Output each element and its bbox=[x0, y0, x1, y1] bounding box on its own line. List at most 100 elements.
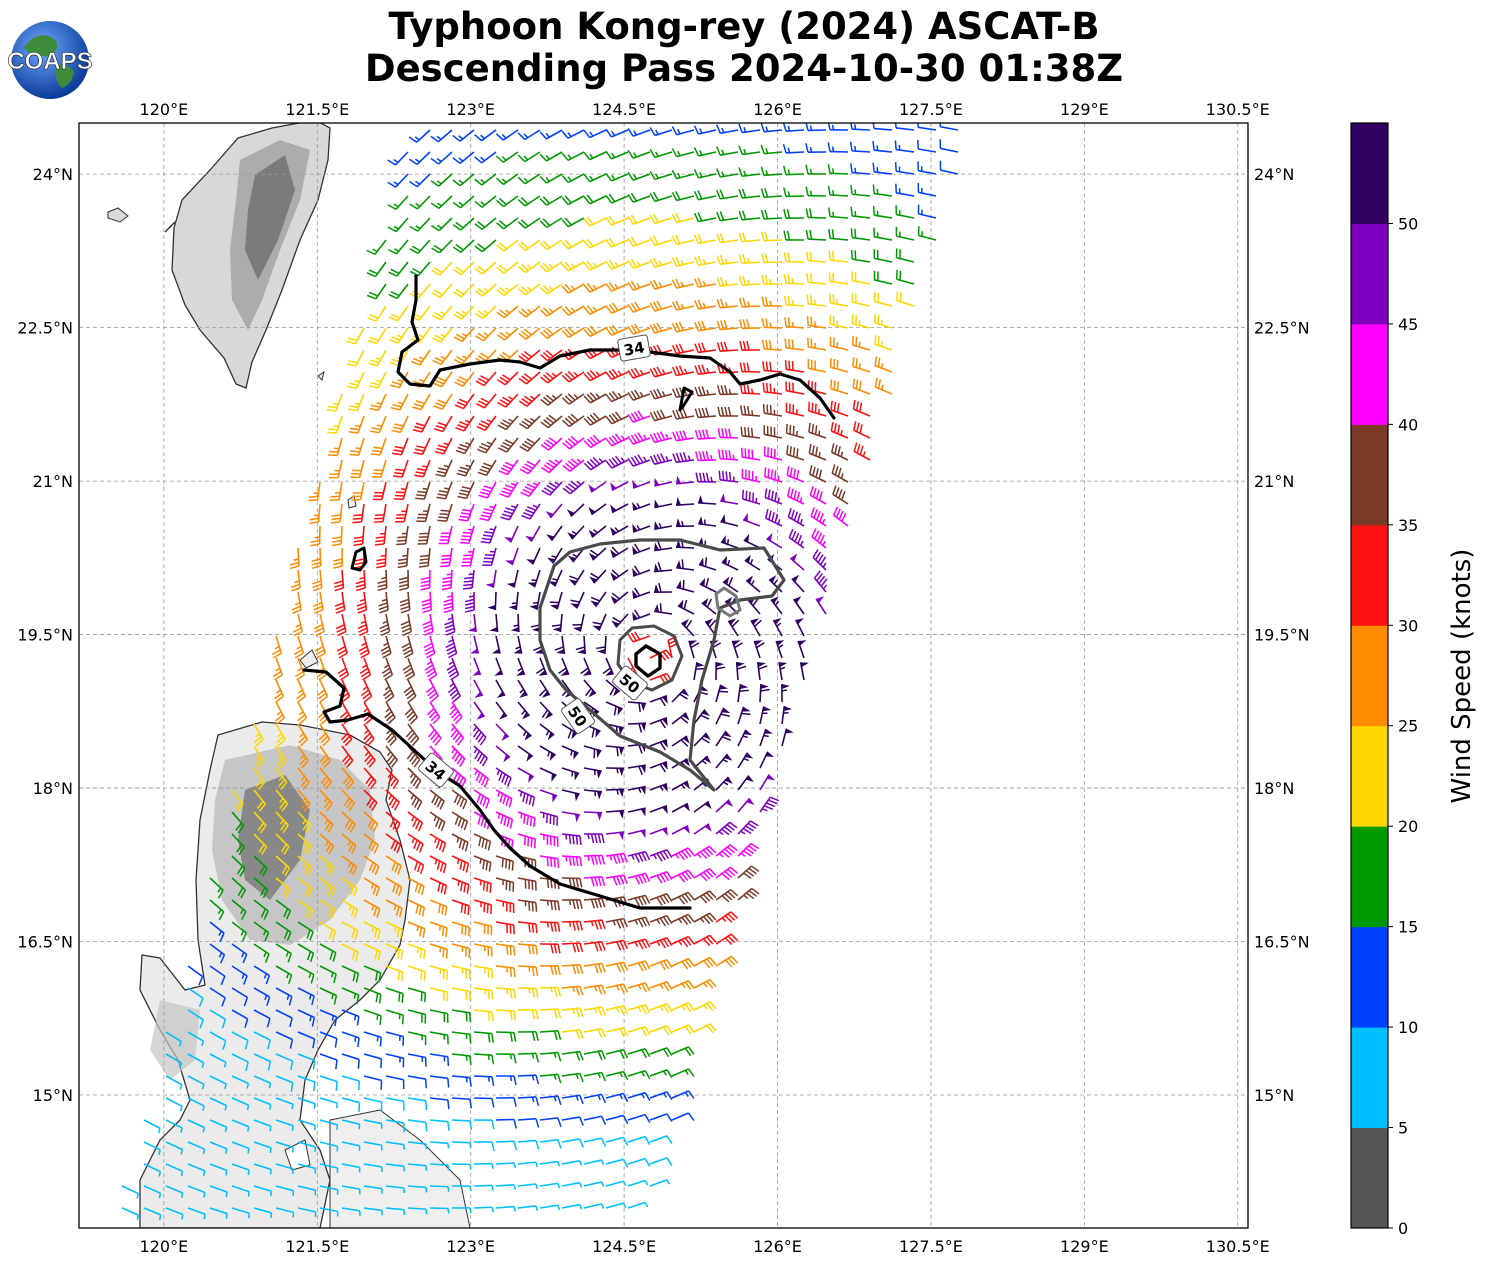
wind-barb bbox=[341, 965, 360, 983]
wind-barb bbox=[561, 1160, 583, 1166]
wind-barb bbox=[770, 596, 783, 615]
wind-barb bbox=[671, 712, 690, 725]
wind-barb bbox=[805, 186, 827, 197]
wind-barb bbox=[717, 449, 739, 461]
wind-barb bbox=[649, 366, 673, 378]
wind-barb bbox=[654, 562, 673, 573]
wind-barb bbox=[738, 275, 761, 286]
wind-barb bbox=[693, 1001, 717, 1011]
wind-barb bbox=[341, 987, 360, 1005]
wind-barb bbox=[671, 191, 695, 202]
wind-barb bbox=[495, 855, 514, 871]
wind-barb bbox=[939, 160, 959, 175]
wind-barb bbox=[675, 518, 695, 528]
wind-barb bbox=[453, 305, 475, 320]
wind-barb bbox=[293, 635, 305, 659]
wind-barb bbox=[896, 291, 915, 307]
wind-barb bbox=[649, 1047, 673, 1058]
wind-barb bbox=[297, 745, 309, 769]
wind-barb bbox=[852, 399, 871, 417]
wind-barb bbox=[407, 1141, 428, 1150]
wind-barb bbox=[763, 446, 783, 461]
wind-barb bbox=[451, 1207, 472, 1214]
wind-barb bbox=[791, 574, 805, 593]
wind-barb bbox=[444, 613, 456, 636]
wind-barb bbox=[297, 965, 315, 984]
wind-barb bbox=[435, 459, 453, 478]
wind-barb bbox=[517, 195, 541, 207]
wind-barb bbox=[671, 321, 695, 333]
wind-barb bbox=[231, 1075, 250, 1089]
wind-barb bbox=[693, 823, 712, 835]
wind-barb bbox=[275, 811, 289, 834]
wind-barb bbox=[473, 1206, 494, 1213]
wind-barb bbox=[627, 938, 651, 950]
wind-barb bbox=[454, 393, 475, 410]
wind-barb bbox=[495, 745, 511, 763]
wind-barb bbox=[649, 1135, 673, 1144]
wind-barb bbox=[627, 916, 651, 928]
wind-barb bbox=[605, 172, 629, 182]
wind-barb bbox=[739, 362, 761, 373]
colorbar-segment bbox=[1351, 524, 1388, 626]
lon-tick-label-bottom: 124.5°E bbox=[592, 1237, 656, 1256]
wind-barb bbox=[632, 479, 651, 489]
wind-barb bbox=[473, 877, 492, 893]
wind-barb bbox=[495, 1053, 517, 1064]
wind-barb bbox=[387, 151, 409, 166]
wind-barb bbox=[605, 1114, 629, 1124]
lat-tick-label-right: 22.5°N bbox=[1254, 319, 1310, 338]
wind-barb bbox=[495, 965, 516, 978]
wind-barb bbox=[395, 503, 409, 523]
wind-barb bbox=[385, 789, 400, 811]
wind-barb bbox=[209, 1097, 228, 1111]
wind-barb bbox=[275, 877, 291, 898]
wind-barb bbox=[431, 283, 453, 299]
wind-barb bbox=[473, 1009, 494, 1022]
wind-barb bbox=[452, 261, 475, 276]
wind-barb bbox=[297, 789, 311, 812]
wind-barb bbox=[475, 327, 497, 342]
wind-barb bbox=[627, 149, 651, 159]
wind-barb bbox=[793, 596, 805, 615]
wind-barb bbox=[561, 305, 585, 316]
wind-barb bbox=[627, 807, 646, 817]
wind-barb bbox=[539, 986, 562, 997]
wind-barb bbox=[275, 1163, 295, 1175]
wind-barb bbox=[319, 833, 335, 855]
wind-barb bbox=[517, 1183, 539, 1190]
wind-barb bbox=[253, 745, 265, 769]
wind-barb bbox=[430, 129, 453, 143]
wind-barb bbox=[429, 1097, 450, 1110]
wind-barb bbox=[396, 525, 409, 546]
lat-tick-label-left: 18°N bbox=[33, 779, 73, 798]
wind-barb bbox=[583, 173, 607, 183]
wind-barb bbox=[297, 1119, 316, 1131]
wind-barb bbox=[253, 1075, 272, 1089]
wind-barb bbox=[518, 371, 541, 385]
wind-barb bbox=[385, 921, 404, 939]
wind-barb bbox=[715, 753, 733, 769]
wind-barb bbox=[231, 1053, 249, 1072]
wind-barb bbox=[539, 305, 563, 317]
wind-barb bbox=[760, 123, 783, 133]
wind-barb bbox=[380, 635, 392, 659]
wind-barb bbox=[649, 805, 668, 814]
wind-barb bbox=[785, 423, 805, 439]
wind-barb bbox=[341, 1163, 361, 1173]
wind-barb bbox=[693, 147, 717, 157]
wind-barb bbox=[627, 258, 651, 269]
wind-barb bbox=[583, 282, 607, 293]
wind-barb bbox=[296, 679, 307, 703]
wind-barb bbox=[496, 261, 519, 274]
wind-barb bbox=[519, 415, 541, 430]
wind-barb bbox=[440, 547, 453, 568]
wind-barb bbox=[517, 151, 541, 163]
wind-barb bbox=[496, 195, 519, 208]
wind-barb bbox=[562, 435, 585, 450]
wind-barb bbox=[452, 173, 475, 187]
wind-barb bbox=[292, 613, 303, 637]
wind-barb bbox=[829, 336, 849, 351]
wind-barb bbox=[671, 1046, 695, 1057]
wind-barb bbox=[363, 987, 382, 1004]
